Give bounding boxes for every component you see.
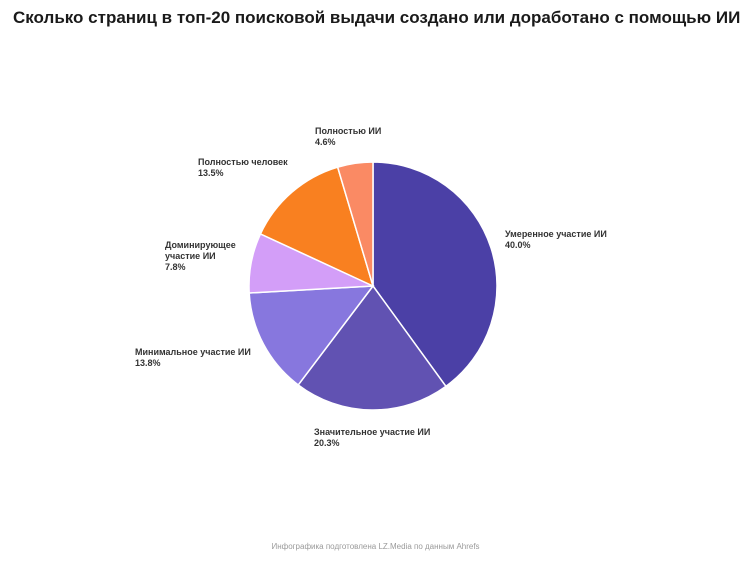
value-label: 4.6%: [315, 137, 336, 147]
chart-title: Сколько страниц в топ-20 поисковой выдач…: [13, 8, 741, 27]
pie-slice: [297, 284, 447, 411]
pie-slice: [372, 161, 498, 388]
source-note: Инфографика подготовлена LZ.Media по дан…: [271, 542, 480, 551]
category-label: Умеренное участие ИИ: [505, 229, 607, 239]
value-label: 20.3%: [314, 438, 340, 448]
slice-label: Значительное участие ИИ 20.3%: [314, 427, 474, 449]
slice-label: Полностью человек 13.5%: [198, 157, 318, 179]
slice-label: Минимальное участие ИИ 13.8%: [135, 347, 295, 369]
value-label: 40.0%: [505, 240, 531, 250]
category-label: Полностью человек: [198, 157, 288, 167]
pie-slice: [259, 166, 375, 288]
category-label: Значительное участие ИИ: [314, 427, 431, 437]
category-label: Полностью ИИ: [315, 126, 382, 136]
slice-label: Доминирующее участие ИИ 7.8%: [165, 240, 245, 273]
category-label: Минимальное участие ИИ: [135, 347, 251, 357]
slice-label: Полностью ИИ 4.6%: [315, 126, 415, 148]
pie-slice: [248, 285, 375, 386]
value-label: 13.5%: [198, 168, 224, 178]
value-label: 13.8%: [135, 358, 161, 368]
category-label: Доминирующее участие ИИ: [165, 240, 236, 261]
value-label: 7.8%: [165, 262, 186, 272]
pie-slice: [336, 161, 374, 287]
slice-label: Умеренное участие ИИ 40.0%: [505, 229, 665, 251]
